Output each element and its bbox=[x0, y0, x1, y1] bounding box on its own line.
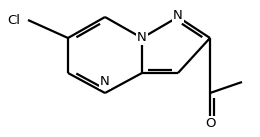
Text: N: N bbox=[173, 9, 183, 22]
Text: N: N bbox=[137, 31, 147, 44]
Text: O: O bbox=[205, 117, 215, 130]
Text: Cl: Cl bbox=[7, 14, 20, 26]
Text: N: N bbox=[100, 75, 110, 88]
